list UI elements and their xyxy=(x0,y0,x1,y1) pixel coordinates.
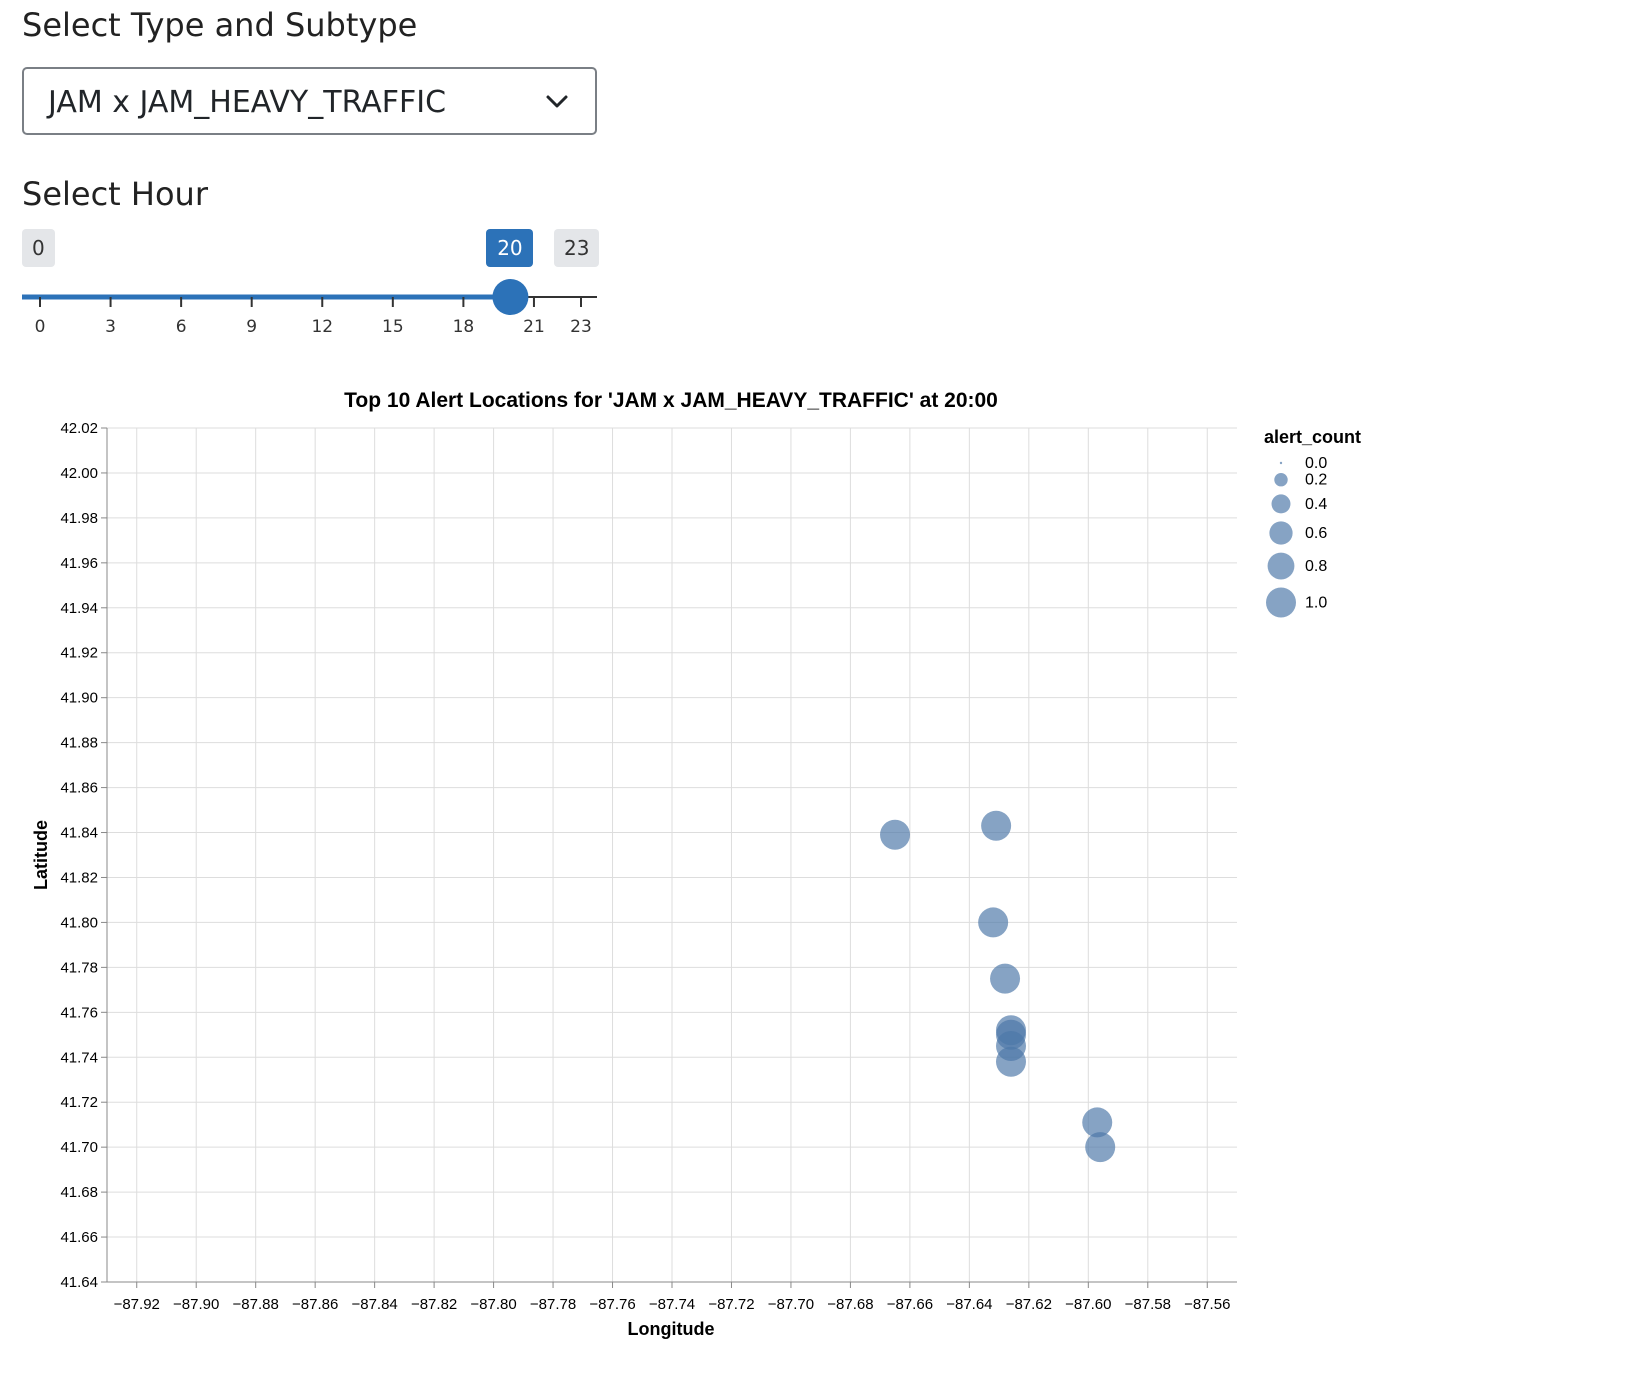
legend-size-symbol xyxy=(1267,552,1295,580)
y-tick-label: 41.76 xyxy=(60,1004,98,1021)
y-tick-label: 42.02 xyxy=(60,420,98,437)
dropdown-selected-value: JAM x JAM_HEAVY_TRAFFIC xyxy=(48,85,447,120)
data-point xyxy=(990,963,1021,994)
y-tick-label: 41.82 xyxy=(60,869,98,886)
x-tick-label: −87.56 xyxy=(1184,1296,1230,1313)
y-tick-label: 41.74 xyxy=(60,1049,98,1066)
slider-tick-label: 15 xyxy=(382,317,404,337)
slider-tick-label: 21 xyxy=(523,317,545,337)
x-tick-label: −87.68 xyxy=(827,1296,873,1313)
slider-tick-label: 23 xyxy=(570,317,592,337)
y-tick-label: 41.98 xyxy=(60,510,98,527)
x-tick-label: −87.58 xyxy=(1125,1296,1171,1313)
x-tick-label: −87.60 xyxy=(1065,1296,1111,1313)
legend-size-symbol xyxy=(1266,587,1296,618)
size-legend: alert_count 0.00.2 0.4 0.6 0.8 1.0 xyxy=(1264,427,1361,618)
slider-value-badge: 20 xyxy=(486,229,534,267)
y-tick-label: 41.88 xyxy=(60,735,98,752)
chevron-down-icon xyxy=(546,95,568,108)
y-tick-label: 41.72 xyxy=(60,1094,98,1111)
legend-size-label: 0.2 xyxy=(1305,472,1327,489)
y-tick-label: 41.84 xyxy=(60,825,98,842)
x-tick-label: −87.74 xyxy=(649,1296,695,1313)
legend-size-label: 1.0 xyxy=(1305,594,1327,611)
legend-size-symbol xyxy=(1279,461,1283,465)
x-tick-label: −87.78 xyxy=(530,1296,576,1313)
x-tick-label: −87.90 xyxy=(173,1296,219,1313)
y-tick-label: 41.66 xyxy=(60,1229,98,1246)
data-point xyxy=(978,907,1009,938)
x-tick-label: −87.86 xyxy=(292,1296,338,1313)
slider-tick-label: 12 xyxy=(311,317,333,337)
x-tick-label: −87.76 xyxy=(589,1296,635,1313)
x-tick-label: −87.64 xyxy=(946,1296,992,1313)
chart-title: Top 10 Alert Locations for 'JAM x JAM_HE… xyxy=(344,389,998,412)
y-tick-label: 41.70 xyxy=(60,1139,98,1156)
x-tick-label: −87.92 xyxy=(114,1296,160,1313)
x-tick-label: −87.62 xyxy=(1006,1296,1052,1313)
legend-size-label: 0.0 xyxy=(1305,455,1327,472)
legend-size-symbol xyxy=(1274,473,1288,487)
legend-title: alert_count xyxy=(1264,427,1361,447)
y-tick-label: 41.86 xyxy=(60,780,98,797)
scatter-chart: Top 10 Alert Locations for 'JAM x JAM_HE… xyxy=(31,389,1361,1339)
legend-size-label: 0.4 xyxy=(1305,496,1327,513)
legend-size-symbol xyxy=(1271,494,1291,514)
data-point xyxy=(1082,1107,1113,1138)
type-select-label: Select Type and Subtype xyxy=(22,6,418,44)
slider-tick-label: 3 xyxy=(105,317,116,337)
y-tick-label: 41.80 xyxy=(60,914,98,931)
x-tick-label: −87.80 xyxy=(470,1296,516,1313)
slider-max-badge: 23 xyxy=(554,229,600,267)
slider-tick-label: 18 xyxy=(453,317,475,337)
y-tick-label: 41.78 xyxy=(60,959,98,976)
x-tick-label: −87.70 xyxy=(768,1296,814,1313)
y-tick-label: 41.92 xyxy=(60,645,98,662)
data-point xyxy=(996,1046,1026,1077)
legend-size-label: 0.6 xyxy=(1305,525,1327,542)
slider-tick-label: 6 xyxy=(176,317,187,337)
slider-min-badge: 0 xyxy=(22,229,55,267)
y-tick-label: 41.96 xyxy=(60,555,98,572)
y-tick-label: 41.68 xyxy=(60,1184,98,1201)
type-subtype-dropdown[interactable]: JAM x JAM_HEAVY_TRAFFIC xyxy=(22,67,597,135)
data-point xyxy=(880,819,911,850)
x-tick-label: −87.84 xyxy=(351,1296,397,1313)
slider-tick-label: 9 xyxy=(246,317,257,337)
x-axis-title: Longitude xyxy=(628,1319,715,1339)
legend-size-symbol xyxy=(1269,521,1293,545)
hour-slider[interactable]: 0 3 6 9 12 15 18 21 23 xyxy=(0,270,620,350)
y-tick-label: 41.90 xyxy=(60,690,98,707)
legend-size-label: 0.8 xyxy=(1305,558,1327,575)
y-tick-label: 42.00 xyxy=(60,465,98,482)
data-point xyxy=(1085,1132,1116,1163)
data-point xyxy=(981,810,1012,841)
x-tick-label: −87.82 xyxy=(411,1296,457,1313)
y-tick-label: 41.64 xyxy=(60,1274,98,1291)
hour-slider-label: Select Hour xyxy=(22,175,208,213)
x-tick-label: −87.66 xyxy=(887,1296,933,1313)
y-tick-label: 41.94 xyxy=(60,600,98,617)
x-tick-label: −87.72 xyxy=(708,1296,754,1313)
x-tick-label: −87.88 xyxy=(233,1296,279,1313)
y-axis-title: Latitude xyxy=(31,820,51,890)
slider-handle[interactable] xyxy=(492,279,529,315)
slider-tick-label: 0 xyxy=(35,317,46,337)
